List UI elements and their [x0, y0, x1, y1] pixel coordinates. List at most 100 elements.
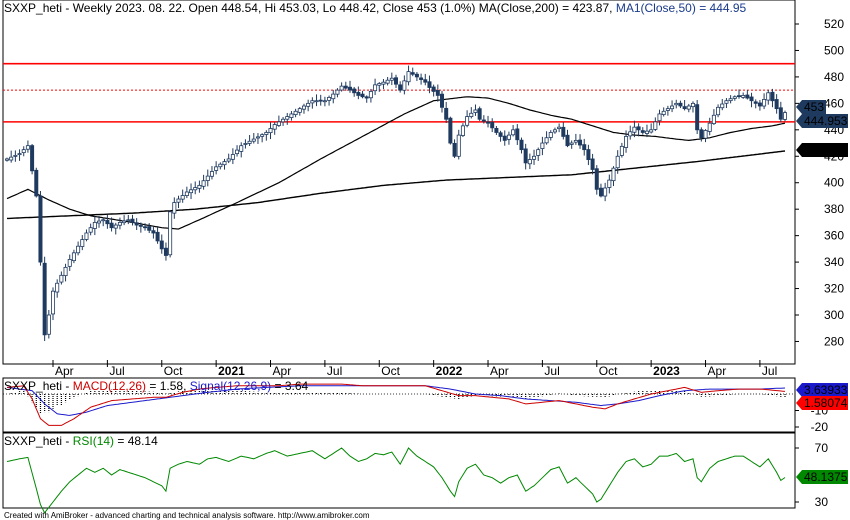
candle-body — [515, 128, 520, 141]
title-segment: Signal(12,26,9) — [190, 379, 271, 393]
candle-body — [318, 99, 323, 102]
rsi-panel — [6, 447, 799, 514]
candle-body — [193, 187, 198, 191]
candle-body — [586, 149, 591, 160]
y-tick-label: 400 — [824, 176, 844, 190]
y-tick-label: 300 — [824, 308, 844, 322]
candle-body — [506, 134, 511, 140]
candle-body — [59, 274, 64, 283]
grid-lines — [52, 23, 799, 367]
rsi-line — [6, 447, 786, 514]
candle-body — [640, 130, 645, 133]
ma50-value-tag-bg — [796, 114, 848, 128]
candle-body — [440, 93, 445, 108]
candle-body — [201, 180, 206, 187]
candle-body — [251, 138, 256, 142]
candle-body — [724, 100, 729, 104]
candle-body — [753, 101, 758, 104]
candle-body — [264, 132, 269, 135]
candle-body — [590, 158, 595, 170]
candle-body — [239, 145, 244, 152]
candle-body — [414, 73, 419, 78]
candle-body — [172, 202, 177, 214]
candle-body — [536, 149, 541, 156]
candle-body — [540, 142, 545, 149]
candle-body — [393, 77, 398, 85]
x-tick-label: Apr — [273, 364, 292, 378]
candle-body — [13, 154, 18, 157]
candle-body — [155, 231, 160, 242]
candle-body — [435, 89, 440, 96]
candle-body — [122, 220, 127, 224]
y-tick-label: 500 — [824, 43, 844, 57]
candle-body — [661, 110, 666, 115]
candle-body — [101, 219, 106, 222]
candle-body — [255, 136, 260, 139]
candle-body — [406, 71, 411, 83]
y-tick-label: 30 — [815, 495, 829, 509]
candle-body — [456, 134, 461, 157]
candle-body — [774, 99, 779, 110]
ma200-line — [7, 150, 786, 220]
signal-value-tag: 3.63933 — [804, 383, 848, 397]
candle-body — [289, 113, 294, 118]
candle-body — [377, 83, 382, 86]
candle-body — [209, 171, 214, 177]
candle-body — [481, 119, 486, 122]
candle-body — [159, 240, 164, 250]
candle-body — [624, 136, 629, 148]
candle-body — [71, 252, 76, 262]
x-tick-label: Apr — [490, 364, 509, 378]
candle-body — [34, 169, 39, 197]
candle-body — [766, 92, 771, 101]
panel-frame-2 — [2, 377, 796, 433]
y-tick-label: 280 — [824, 334, 844, 348]
title-segment: SXXP_heti - — [4, 434, 73, 448]
candle-body — [619, 145, 624, 156]
candle-body — [494, 128, 499, 133]
candle-body — [569, 142, 574, 145]
footer-credit: Created with AmiBroker - advanced charti… — [4, 511, 370, 520]
candle-body — [297, 108, 302, 113]
candle-body — [38, 195, 43, 263]
macd-value-tag-bg — [796, 396, 848, 410]
candle-body — [243, 143, 248, 145]
candle-body — [670, 105, 675, 110]
candle-body — [552, 129, 557, 133]
candle-body — [665, 108, 670, 111]
candle-body — [448, 117, 453, 144]
macd-value-tag: 1.58074 — [804, 396, 848, 410]
candle-body — [385, 79, 390, 84]
candle-body — [360, 93, 365, 98]
panel-frames — [2, 0, 796, 509]
candle-body — [644, 130, 649, 134]
candle-body — [314, 100, 319, 103]
candle-body — [17, 153, 22, 156]
candle-body — [368, 91, 373, 99]
candle-body — [51, 290, 56, 315]
candle-body — [88, 227, 93, 233]
candle-body — [184, 191, 189, 197]
candle-body — [130, 218, 135, 223]
signal-value-tag-bg — [796, 383, 848, 397]
y-tick-label: 340 — [824, 255, 844, 269]
title-segment: = 1.58, — [146, 379, 190, 393]
candle-body — [343, 85, 348, 89]
candle-body — [757, 102, 762, 107]
panel-frame-3 — [2, 432, 796, 509]
candle-body — [762, 98, 767, 107]
candle-body — [163, 247, 168, 256]
candle-body — [636, 126, 641, 131]
candle-body — [260, 134, 265, 137]
candle-body — [682, 106, 687, 110]
candle-body — [97, 220, 102, 224]
candle-body — [741, 95, 746, 98]
candle-body — [306, 102, 311, 107]
title-segment: SXXP_heti - Weekly 2023. 08. 22. Open 44… — [4, 1, 616, 15]
candle-body — [247, 140, 252, 144]
candle-body — [276, 121, 281, 126]
candle-body — [486, 121, 491, 124]
candle-body — [603, 187, 608, 197]
candle-body — [67, 259, 72, 267]
